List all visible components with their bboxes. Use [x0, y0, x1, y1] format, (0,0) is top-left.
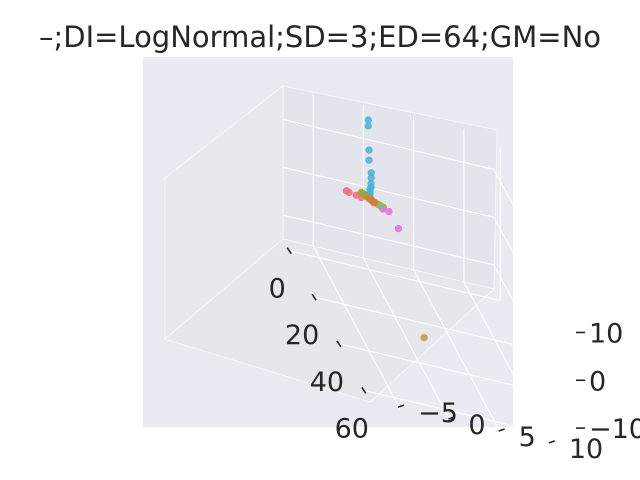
x-grid-line — [363, 389, 575, 441]
x-tick-mark — [336, 340, 342, 348]
z-grid-line — [282, 118, 495, 171]
z-tick-label: −10 — [589, 414, 640, 445]
y-tick-label: −5 — [418, 398, 458, 429]
y-tick-mark — [548, 440, 556, 444]
z-grid-line — [493, 169, 582, 333]
scatter-points — [342, 116, 428, 342]
chart-title: –;DI=LogNormal;SD=3;ED=64;GM=No — [39, 20, 601, 54]
scatter-point — [364, 122, 372, 130]
z-tick-label: 10 — [589, 318, 623, 349]
tick-marks — [286, 247, 585, 444]
scatter-point — [365, 156, 373, 164]
y-grid-line — [362, 257, 451, 422]
y-tick-label: 5 — [519, 422, 536, 453]
x-tick-label: 60 — [335, 413, 369, 444]
scatter-point — [364, 116, 372, 124]
x-tick-label: 40 — [310, 367, 344, 398]
y-tick-label: 0 — [468, 410, 485, 441]
z-axis-tick-labels: −10 0 10 — [589, 318, 640, 445]
y-axis-tick-labels: −5 0 5 10 — [418, 398, 603, 465]
scatter-point — [377, 202, 385, 210]
grid-lines — [282, 93, 582, 446]
y-tick-mark — [498, 428, 505, 432]
scatter-point — [420, 334, 428, 342]
x-tick-mark — [311, 293, 317, 301]
z-grid-line — [282, 214, 495, 266]
z-grid-line — [282, 166, 495, 218]
y-tick-mark — [448, 416, 455, 420]
scatter-point — [345, 188, 353, 196]
x-tick-label: 20 — [285, 320, 319, 351]
scatter-point — [370, 199, 378, 207]
z-tick-label: 0 — [589, 366, 606, 397]
x-axis-tick-labels: 0 20 40 60 — [269, 274, 369, 445]
y-grid-line — [463, 281, 552, 446]
y-tick-mark — [397, 404, 405, 408]
x-grid-line — [289, 250, 501, 302]
y-grid-line — [312, 245, 401, 410]
x-tick-label: 0 — [269, 274, 286, 305]
z-grid-line — [493, 217, 582, 381]
y-tick-label: 10 — [569, 434, 603, 465]
scatter-point — [394, 225, 403, 233]
x-grid-line — [313, 296, 526, 348]
x-tick-mark — [286, 247, 292, 255]
scatter-point — [365, 146, 373, 154]
x-tick-mark — [361, 386, 367, 394]
x-grid-line — [338, 343, 551, 395]
scatter-point — [385, 208, 393, 216]
z-grid-line — [493, 264, 582, 429]
y-grid-line — [413, 269, 502, 434]
